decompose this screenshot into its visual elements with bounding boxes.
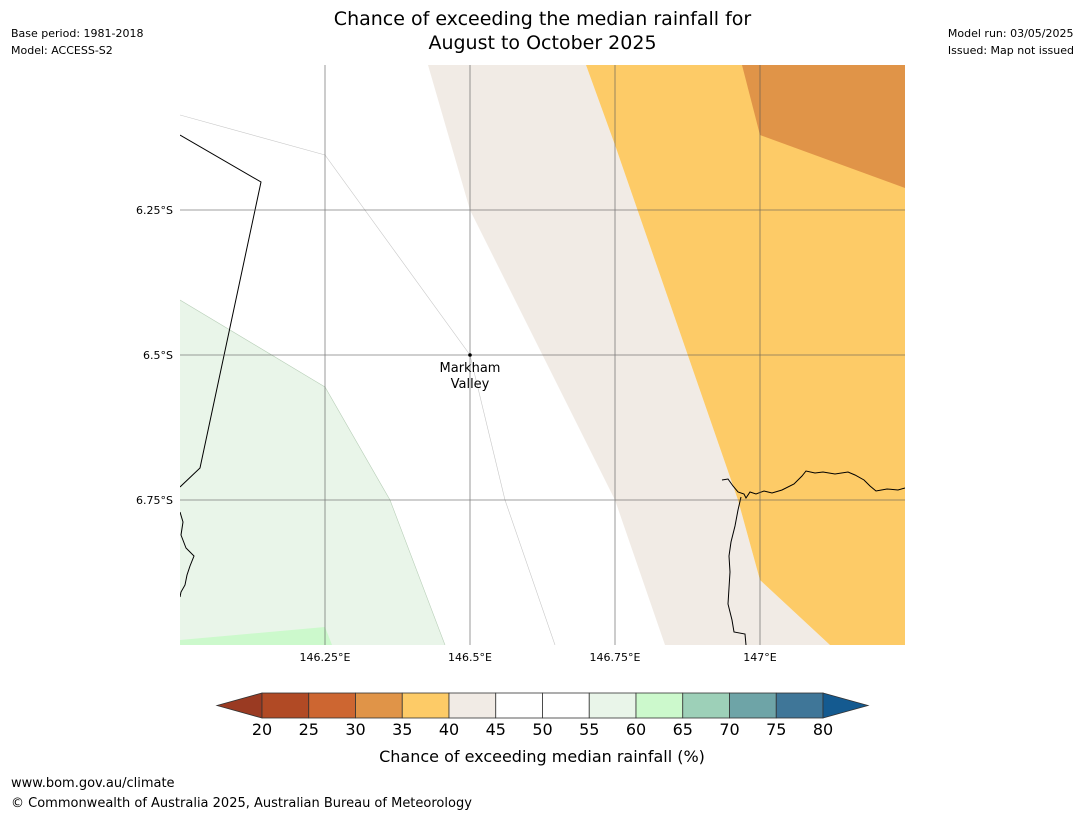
colorbar-tick-labels: 20 25 30 35 40 45 50 55 60 65 70 75 80 bbox=[252, 720, 833, 739]
region-60-65 bbox=[180, 627, 332, 645]
colorbar-tick-label: 40 bbox=[439, 720, 459, 739]
lat-tick-label: 6.75°S bbox=[136, 494, 173, 507]
model-run-text: Model run: 03/05/2025 bbox=[947, 27, 1074, 40]
model-text: Model: ACCESS-S2 bbox=[11, 44, 113, 57]
colorbar-bin-55-60 bbox=[588, 692, 637, 719]
colorbar-bin-20-25 bbox=[261, 692, 310, 719]
colorbar-tick-label: 65 bbox=[673, 720, 693, 739]
colorbar-tick-label: 45 bbox=[486, 720, 506, 739]
issued-text: Issued: Map not issued bbox=[947, 44, 1074, 57]
footer: www.bom.gov.au/climate © Commonwealth of… bbox=[11, 774, 472, 814]
colorbar-bin-75-80 bbox=[775, 692, 824, 719]
lat-tick-label: 6.5°S bbox=[143, 349, 173, 362]
place-label-line-1: Markham bbox=[440, 361, 501, 376]
colorbar-bin-30-35 bbox=[355, 692, 403, 719]
colorbar-tick-label: 60 bbox=[626, 720, 646, 739]
coastline-east bbox=[721, 470, 905, 499]
colorbar-bin-70-75 bbox=[729, 692, 777, 719]
colorbar-tick-label: 80 bbox=[813, 720, 833, 739]
location-marker bbox=[468, 353, 472, 357]
lat-tick-label: 6.25°S bbox=[136, 204, 173, 217]
colorbar-bins bbox=[261, 692, 824, 719]
coastline-west bbox=[180, 134, 262, 488]
map-title-line-1: Chance of exceeding the median rainfall … bbox=[333, 8, 752, 30]
colorbar-bin-35-40 bbox=[401, 692, 450, 719]
base-period-text: Base period: 1981-2018 bbox=[11, 27, 144, 40]
colorbar-tick-label: 75 bbox=[766, 720, 786, 739]
region-55-60 bbox=[180, 300, 445, 645]
map-panel: Markham Valley bbox=[180, 65, 905, 645]
colorbar-tick-label: 30 bbox=[345, 720, 365, 739]
colorbar-label: Chance of exceeding median rainfall (%) bbox=[379, 747, 705, 766]
map-title: Chance of exceeding the median rainfall … bbox=[0, 7, 1085, 55]
contour-line-55 bbox=[180, 299, 446, 645]
colorbar-bin-40-45 bbox=[448, 692, 497, 719]
colorbar-bin-65-70 bbox=[682, 692, 730, 719]
lon-tick-label: 146.25°E bbox=[300, 651, 351, 664]
map-metadata-left: Base period: 1981-2018 Model: ACCESS-S2 bbox=[11, 25, 143, 59]
lon-tick-label: 147°E bbox=[743, 651, 776, 664]
lon-tick-label: 146.5°E bbox=[448, 651, 492, 664]
lon-tick-label: 146.75°E bbox=[590, 651, 641, 664]
map-metadata-right: Model run: 03/05/2025 Issued: Map not is… bbox=[948, 25, 1074, 59]
colorbar-tick-label: 20 bbox=[252, 720, 272, 739]
place-label-line-2: Valley bbox=[451, 377, 490, 392]
colorbar-bin-45-50 bbox=[495, 692, 543, 719]
colorbar-bin-60-65 bbox=[635, 692, 684, 719]
colorbar: 20 25 30 35 40 45 50 55 60 65 70 75 80 Chance of exc… bbox=[215, 692, 870, 766]
colorbar-tick-label: 55 bbox=[579, 720, 599, 739]
colorbar-tick-label: 25 bbox=[299, 720, 319, 739]
colorbar-tick-label: 70 bbox=[719, 720, 739, 739]
region-30-35 bbox=[742, 65, 905, 188]
footer-url: www.bom.gov.au/climate bbox=[11, 776, 175, 791]
colorbar-extend-low bbox=[215, 692, 263, 719]
colorbar-extend-high bbox=[822, 692, 870, 719]
colorbar-tick-label: 50 bbox=[532, 720, 552, 739]
colorbar-bin-25-30 bbox=[308, 692, 356, 719]
colorbar-tick-label: 35 bbox=[392, 720, 412, 739]
coastline-southeast bbox=[727, 496, 747, 645]
colorbar-bin-50-55 bbox=[542, 692, 590, 719]
footer-copyright: © Commonwealth of Australia 2025, Austra… bbox=[11, 796, 472, 811]
coastline-southwest bbox=[180, 511, 195, 598]
map-title-line-2: August to October 2025 bbox=[428, 32, 657, 54]
